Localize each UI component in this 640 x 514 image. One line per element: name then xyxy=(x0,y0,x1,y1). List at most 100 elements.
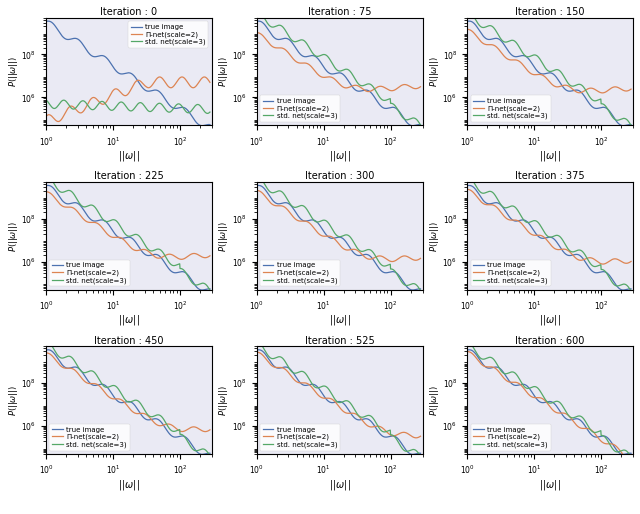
Π-net(scale=2) xyxy=(332,399,339,405)
Π-net(scale=2) xyxy=(463,26,471,32)
true image xyxy=(624,450,632,456)
Π-net(scale=2) xyxy=(341,85,349,91)
Π-net(scale=2) xyxy=(417,433,424,439)
true image xyxy=(463,347,471,353)
std. net(scale=3) xyxy=(541,396,549,402)
std. net(scale=3) xyxy=(598,101,605,107)
Π-net(scale=2) xyxy=(202,254,210,261)
Line: true image: true image xyxy=(467,186,631,290)
true image xyxy=(598,269,605,275)
std. net(scale=3) xyxy=(413,448,420,454)
Line: true image: true image xyxy=(46,186,210,290)
Line: Π-net(scale=2): Π-net(scale=2) xyxy=(467,189,631,264)
true image xyxy=(120,235,128,241)
true image xyxy=(198,287,206,293)
true image xyxy=(342,402,349,409)
Title: Iteration : 75: Iteration : 75 xyxy=(308,7,371,17)
Line: true image: true image xyxy=(467,21,631,126)
std. net(scale=3) xyxy=(121,102,129,108)
true image xyxy=(465,346,473,353)
true image xyxy=(122,399,129,405)
std. net(scale=3) xyxy=(598,432,605,438)
true image xyxy=(543,234,550,241)
Π-net(scale=2) xyxy=(350,410,358,416)
std. net(scale=3) xyxy=(417,122,424,128)
Π-net(scale=2) xyxy=(387,259,395,265)
true image xyxy=(620,287,627,293)
X-axis label: $||\omega||$: $||\omega||$ xyxy=(328,314,351,327)
Π-net(scale=2) xyxy=(177,74,184,80)
true image xyxy=(463,182,471,189)
true image xyxy=(331,399,339,406)
true image xyxy=(255,182,262,189)
Π-net(scale=2) xyxy=(387,432,395,438)
true image xyxy=(417,121,424,127)
Π-net(scale=2) xyxy=(623,88,631,94)
std. net(scale=3) xyxy=(342,66,349,72)
Line: std. net(scale=3): std. net(scale=3) xyxy=(467,177,631,291)
std. net(scale=3) xyxy=(42,173,50,179)
std. net(scale=3) xyxy=(351,407,358,413)
std. net(scale=3) xyxy=(120,101,128,107)
true image xyxy=(342,238,349,244)
std. net(scale=3) xyxy=(351,241,358,247)
std. net(scale=3) xyxy=(463,340,471,346)
X-axis label: $||\omega||$: $||\omega||$ xyxy=(328,478,351,491)
true image xyxy=(122,70,129,77)
true image xyxy=(122,234,129,241)
std. net(scale=3) xyxy=(342,398,349,404)
true image xyxy=(131,238,139,244)
std. net(scale=3) xyxy=(120,230,128,236)
Π-net(scale=2) xyxy=(203,75,211,81)
true image xyxy=(131,402,139,409)
true image xyxy=(198,451,206,457)
Π-net(scale=2) xyxy=(331,398,339,404)
true image xyxy=(44,18,52,24)
std. net(scale=3) xyxy=(541,231,549,237)
Legend: true image, Π-net(scale=2), std. net(scale=3): true image, Π-net(scale=2), std. net(sca… xyxy=(129,21,209,48)
std. net(scale=3) xyxy=(552,398,560,405)
true image xyxy=(351,86,358,92)
std. net(scale=3) xyxy=(253,8,260,14)
true image xyxy=(624,286,632,292)
true image xyxy=(561,415,569,421)
std. net(scale=3) xyxy=(543,66,550,72)
std. net(scale=3) xyxy=(332,66,340,72)
true image xyxy=(331,70,339,77)
std. net(scale=3) xyxy=(623,117,631,123)
std. net(scale=3) xyxy=(463,8,471,14)
Line: std. net(scale=3): std. net(scale=3) xyxy=(257,11,420,125)
true image xyxy=(387,433,395,439)
Π-net(scale=2) xyxy=(253,349,260,355)
Title: Iteration : 375: Iteration : 375 xyxy=(515,171,585,181)
Π-net(scale=2) xyxy=(177,256,185,263)
Y-axis label: $P(||\omega||)$: $P(||\omega||)$ xyxy=(218,384,230,416)
Title: Iteration : 600: Iteration : 600 xyxy=(515,336,585,345)
Line: true image: true image xyxy=(257,186,420,290)
X-axis label: $||\omega||$: $||\omega||$ xyxy=(539,478,561,491)
Π-net(scale=2) xyxy=(412,435,420,441)
std. net(scale=3) xyxy=(417,453,424,460)
std. net(scale=3) xyxy=(206,109,214,115)
true image xyxy=(206,121,214,127)
Π-net(scale=2) xyxy=(120,236,128,243)
Line: Π-net(scale=2): Π-net(scale=2) xyxy=(46,77,210,121)
Π-net(scale=2) xyxy=(120,93,128,99)
Title: Iteration : 300: Iteration : 300 xyxy=(305,171,374,181)
true image xyxy=(552,238,560,244)
Π-net(scale=2) xyxy=(463,186,471,192)
Line: std. net(scale=3): std. net(scale=3) xyxy=(46,176,210,290)
std. net(scale=3) xyxy=(202,282,210,288)
Π-net(scale=2) xyxy=(627,86,635,92)
Π-net(scale=2) xyxy=(131,410,138,416)
std. net(scale=3) xyxy=(202,448,210,454)
std. net(scale=3) xyxy=(543,232,550,238)
true image xyxy=(541,399,549,406)
true image xyxy=(627,286,635,292)
true image xyxy=(561,250,569,256)
std. net(scale=3) xyxy=(342,232,349,238)
Π-net(scale=2) xyxy=(122,93,129,99)
std. net(scale=3) xyxy=(122,231,129,237)
true image xyxy=(131,74,139,80)
true image xyxy=(140,415,148,421)
